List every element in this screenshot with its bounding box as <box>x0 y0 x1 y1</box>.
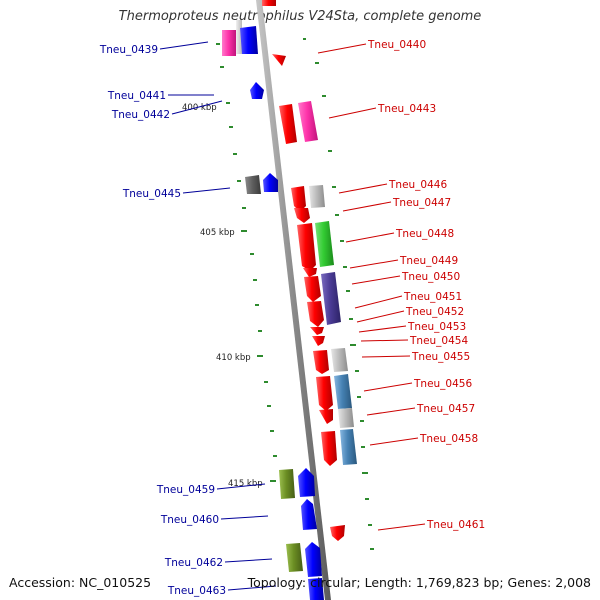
gene-feature-tneu-0443[interactable] <box>279 104 297 144</box>
scale-label-415: 415 kbp <box>228 479 263 489</box>
gene-label-tneu-0439[interactable]: Tneu_0439 <box>99 44 158 56</box>
scale-label-405: 405 kbp <box>200 228 235 238</box>
accession-text: Accession: NC_010525 <box>9 575 152 590</box>
scale-label-400: 400 kbp <box>182 103 217 113</box>
gene-feature-tneu-0454[interactable] <box>312 336 325 346</box>
gene-feature <box>262 0 276 6</box>
gene-label-tneu-0442[interactable]: Tneu_0442 <box>111 109 170 121</box>
gene-label-tneu-0461[interactable]: Tneu_0461 <box>426 519 485 531</box>
gene-label-tneu-0449[interactable]: Tneu_0449 <box>399 255 458 267</box>
gene-feature[interactable] <box>236 20 242 54</box>
gene-feature-tneu-0462[interactable] <box>286 543 303 572</box>
gene-feature-tneu-0457[interactable] <box>319 409 333 424</box>
gene-label-tneu-0447[interactable]: Tneu_0447 <box>392 197 451 209</box>
genome-summary-text: Topology: circular; Length: 1,769,823 bp… <box>247 575 591 590</box>
gene-label-tneu-0453[interactable]: Tneu_0453 <box>407 321 466 333</box>
gene-label-tneu-0460[interactable]: Tneu_0460 <box>160 514 219 526</box>
gene-feature[interactable] <box>298 468 315 497</box>
gene-feature[interactable] <box>331 348 348 372</box>
gene-label-tneu-0443[interactable]: Tneu_0443 <box>377 103 436 115</box>
gene-feature[interactable] <box>309 185 325 208</box>
gene-feature[interactable] <box>321 272 341 325</box>
gene-feature-tneu-0445[interactable] <box>263 173 278 192</box>
gene-feature[interactable] <box>338 408 354 428</box>
gene-label-tneu-0452[interactable]: Tneu_0452 <box>405 306 464 318</box>
gene-feature-tneu-0447[interactable] <box>294 208 310 223</box>
gene-feature-tneu-0453[interactable] <box>310 327 324 335</box>
gene-label-tneu-0457[interactable]: Tneu_0457 <box>416 403 475 415</box>
gene-feature[interactable] <box>240 26 258 54</box>
gene-feature[interactable] <box>315 221 334 267</box>
gene-features <box>222 0 357 600</box>
gene-feature-tneu-0441[interactable] <box>250 82 264 99</box>
gene-feature-tneu-0440[interactable] <box>272 54 286 66</box>
gene-label-tneu-0450[interactable]: Tneu_0450 <box>401 271 460 283</box>
gene-feature-tneu-0459[interactable] <box>279 469 295 499</box>
gene-feature-tneu-0463[interactable] <box>308 578 324 600</box>
gene-feature-tneu-0456[interactable] <box>316 376 333 411</box>
gene-label-tneu-0462[interactable]: Tneu_0462 <box>164 557 223 569</box>
gene-label-tneu-0456[interactable]: Tneu_0456 <box>413 378 472 390</box>
gene-feature[interactable] <box>340 429 357 465</box>
scale-ticks-left <box>216 43 277 482</box>
gene-feature[interactable] <box>305 542 322 577</box>
gene-feature-tneu-0439[interactable] <box>222 30 236 56</box>
scale-label-410: 410 kbp <box>216 353 251 363</box>
scale-ticks-right <box>303 38 374 550</box>
gene-feature-tneu-0448[interactable] <box>297 223 316 271</box>
gene-label-tneu-0441[interactable]: Tneu_0441 <box>107 90 166 102</box>
gene-feature-tneu-0449[interactable] <box>303 268 317 277</box>
leader-lines-left <box>159 41 277 591</box>
gene-label-tneu-0458[interactable]: Tneu_0458 <box>419 433 478 445</box>
gene-feature[interactable] <box>334 374 352 409</box>
genome-backbone <box>256 0 331 600</box>
gene-label-tneu-0451[interactable]: Tneu_0451 <box>403 291 462 303</box>
gene-label-tneu-0455[interactable]: Tneu_0455 <box>411 351 470 363</box>
gene-feature-tneu-0455[interactable] <box>313 350 329 374</box>
gene-label-tneu-0463[interactable]: Tneu_0463 <box>167 585 226 597</box>
gene-feature-tneu-0461[interactable] <box>330 525 345 541</box>
gene-feature-tneu-0450[interactable] <box>304 276 321 302</box>
gene-label-tneu-0448[interactable]: Tneu_0448 <box>395 228 454 240</box>
gene-label-tneu-0459[interactable]: Tneu_0459 <box>156 484 215 496</box>
gene-label-tneu-0440[interactable]: Tneu_0440 <box>367 39 426 51</box>
leader-lines-right <box>317 43 426 531</box>
gene-feature-tneu-0451[interactable] <box>307 301 324 327</box>
gene-feature[interactable] <box>298 101 318 142</box>
gene-feature[interactable] <box>245 175 261 194</box>
gene-feature-tneu-0460[interactable] <box>301 499 317 530</box>
gene-label-tneu-0445[interactable]: Tneu_0445 <box>122 188 181 200</box>
gene-label-tneu-0446[interactable]: Tneu_0446 <box>388 179 447 191</box>
map-title: Thermoproteus neutrophilus V24Sta, compl… <box>118 9 482 24</box>
gene-feature-tneu-0446[interactable] <box>291 186 306 212</box>
gene-label-tneu-0454[interactable]: Tneu_0454 <box>409 335 468 347</box>
gene-feature-tneu-0458[interactable] <box>321 431 337 466</box>
